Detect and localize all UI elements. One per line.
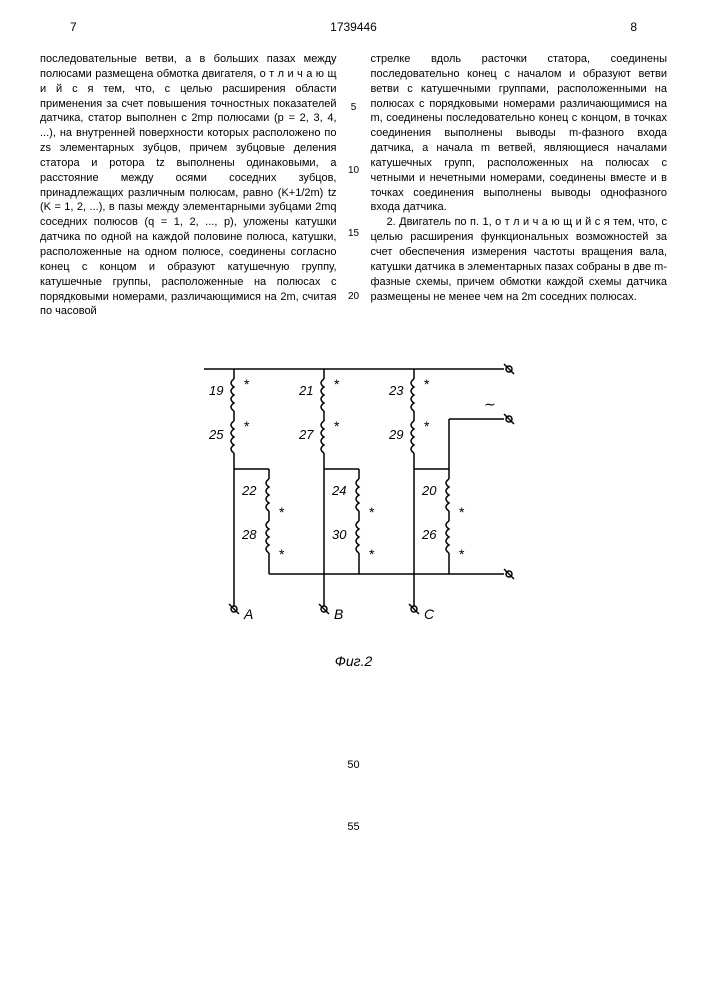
coil-label-27: 27	[298, 427, 314, 442]
line-num: 5	[347, 102, 361, 113]
col2-text-p2: 2. Двигатель по п. 1, о т л и ч а ю щ и …	[371, 215, 668, 304]
svg-text:*: *	[424, 418, 430, 434]
bottom-num-50: 50	[40, 759, 667, 771]
coil-label-29: 29	[388, 427, 403, 442]
figure-area: 19 * 25 * 21 * 27	[40, 349, 667, 649]
svg-text:*: *	[369, 504, 375, 520]
svg-text:*: *	[244, 418, 250, 434]
coil-label-30: 30	[332, 527, 347, 542]
col2-text-p1: стрелке вдоль расточки статора, соединен…	[371, 53, 668, 213]
left-page-num: 7	[70, 20, 77, 34]
page-header: 7 1739446 8	[40, 20, 667, 34]
line-number-gutter: 5 10 15 20	[347, 52, 361, 319]
coil-label-20: 20	[421, 483, 437, 498]
document-number: 1739446	[330, 20, 377, 34]
ac-symbol: ∼	[484, 396, 496, 412]
bottom-num-55: 55	[40, 821, 667, 833]
svg-text:*: *	[244, 376, 250, 392]
coil-label-23: 23	[388, 383, 404, 398]
column-left: последовательные ветви, а в больших паза…	[40, 52, 337, 319]
svg-text:*: *	[369, 546, 375, 562]
svg-text:*: *	[279, 546, 285, 562]
line-num: 10	[347, 165, 361, 176]
coil-label-25: 25	[208, 427, 224, 442]
coil-label-26: 26	[421, 527, 437, 542]
coil-label-22: 22	[241, 483, 257, 498]
page-container: 7 1739446 8 последовательные ветви, а в …	[0, 0, 707, 853]
line-num: 15	[347, 228, 361, 239]
bottom-numbers: 50 55	[40, 759, 667, 833]
svg-text:*: *	[334, 418, 340, 434]
coil-label-21: 21	[298, 383, 313, 398]
right-page-num: 8	[630, 20, 637, 34]
coil-label-28: 28	[241, 527, 257, 542]
figure-caption: Фиг.2	[40, 653, 667, 669]
svg-text:*: *	[334, 376, 340, 392]
col1-text: последовательные ветви, а в больших паза…	[40, 53, 337, 317]
coil-label-19: 19	[209, 383, 223, 398]
column-right: стрелке вдоль расточки статора, соединен…	[371, 52, 668, 319]
coil-label-24: 24	[331, 483, 346, 498]
svg-text:*: *	[424, 376, 430, 392]
terminal-b: B	[334, 606, 343, 622]
line-num: 20	[347, 291, 361, 302]
svg-text:*: *	[459, 546, 465, 562]
text-columns: последовательные ветви, а в больших паза…	[40, 52, 667, 319]
svg-text:*: *	[279, 504, 285, 520]
terminal-c: C	[424, 606, 435, 622]
svg-text:*: *	[459, 504, 465, 520]
terminal-a: A	[243, 606, 253, 622]
circuit-diagram: 19 * 25 * 21 * 27	[164, 349, 544, 649]
